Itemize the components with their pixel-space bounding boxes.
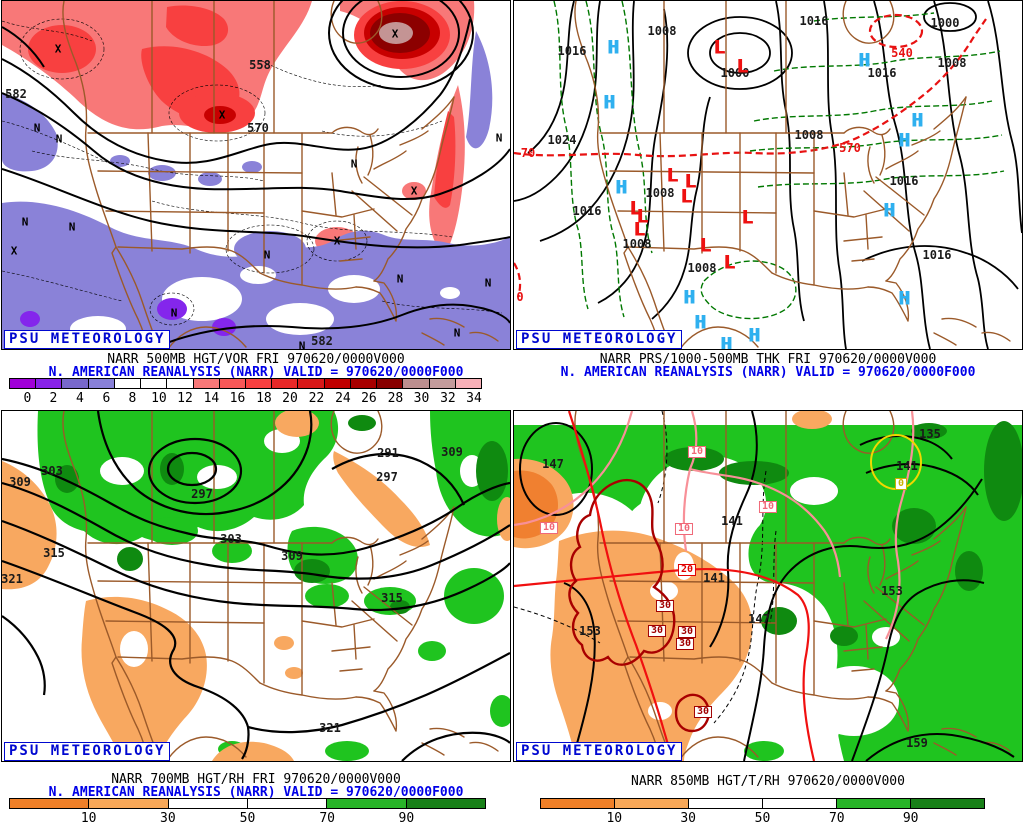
colorbar-tick: 10 <box>151 391 167 406</box>
colorbar-tick: 32 <box>440 391 456 406</box>
map-500mb: 582 558 570 582 X X X X X X N N N N N N N N N N N N PSU METEO… <box>1 0 511 350</box>
colorbar-segment <box>429 379 456 388</box>
colorbar-tick: 24 <box>335 391 351 406</box>
colorbar-segment <box>62 379 89 388</box>
panel-mslp-thickness: 1016 1008 1016 1000 1000 1024 1008 1016 1008 1008… <box>512 0 1024 409</box>
vorticity-shading <box>2 1 510 349</box>
map-mslp-canvas <box>514 1 1022 349</box>
colorbar-segment <box>89 799 169 808</box>
colorbar-tick: 28 <box>387 391 404 406</box>
colorbar-segment <box>219 379 246 388</box>
colorbar-segment <box>763 799 837 808</box>
colorbar-tick: 16 <box>229 391 246 406</box>
temperature-contours <box>514 411 922 761</box>
rh-colorbar: 10 30 50 70 90 <box>9 798 486 826</box>
colorbar-tick: 30 <box>413 391 430 406</box>
colorbar-tick: 26 <box>361 391 377 406</box>
colorbar-segment <box>298 379 325 388</box>
panel-850mb-hgt-t-rh: 147 141 141 147 135 141 153 153 159 10 10 10 10 20 30 3… <box>512 410 1024 826</box>
map-500mb-title: NARR 500MB HGT/VOR FRI 970620/0000V000 <box>107 352 405 367</box>
colorbar-segment <box>247 799 328 808</box>
colorbar-segment <box>377 379 404 388</box>
colorbar-segment <box>324 379 351 388</box>
map-700mb: 303 309 297 297 291 309 315 321 303 309 315 321 PSU… <box>1 410 511 762</box>
map-850mb-title: NARR 850MB HGT/T/RH 970620/0000V000 <box>631 774 905 789</box>
colorbar-segment <box>327 799 407 808</box>
colorbar <box>9 378 482 389</box>
psu-meteorology-badge: PSU METEOROLOGY <box>516 330 683 349</box>
height-contours <box>2 411 510 761</box>
height-contours <box>2 1 510 349</box>
colorbar-segment <box>406 799 485 808</box>
colorbar-ticks: 10 30 50 70 90 <box>540 811 985 826</box>
map-700mb-title: NARR 700MB HGT/RH FRI 970620/0000V000 <box>111 772 401 787</box>
colorbar <box>9 798 486 809</box>
thickness-contours-green <box>553 1 1005 320</box>
psu-meteorology-badge: PSU METEOROLOGY <box>516 742 683 761</box>
colorbar-segment <box>350 379 378 388</box>
mslp-isobars <box>514 1 1022 349</box>
colorbar <box>540 798 985 809</box>
panel-700mb-hgt-rh: 303 309 297 297 291 309 315 321 303 309 315 321 PSU… <box>0 410 512 826</box>
colorbar-segment <box>88 379 115 388</box>
colorbar-segment <box>272 379 299 388</box>
map-700mb-subtitle: N. AMERICAN REANALYSIS (NARR) VALID = 97… <box>48 785 464 800</box>
thickness-contours-red <box>514 13 987 298</box>
map-500mb-canvas <box>2 1 510 349</box>
rh-shading <box>2 411 510 761</box>
colorbar-segment <box>541 799 615 808</box>
colorbar-segment <box>168 799 248 808</box>
height-contours <box>519 411 1015 761</box>
colorbar-segment <box>837 799 911 808</box>
map-mslp-subtitle: N. AMERICAN REANALYSIS (NARR) VALID = 97… <box>560 365 976 380</box>
colorbar-segment <box>455 379 481 388</box>
colorbar-tick: 34 <box>466 391 482 406</box>
colorbar-tick: 12 <box>177 391 193 406</box>
colorbar-ticks: 10 30 50 70 90 <box>9 811 486 826</box>
colorbar-segment <box>141 379 168 388</box>
colorbar-tick: 18 <box>256 391 272 406</box>
panel-500mb-hgt-vor: 582 558 570 582 X X X X X X N N N N N N N N N N N N PSU METEO… <box>0 0 512 409</box>
colorbar-tick: 2 <box>49 391 58 406</box>
colorbar-ticks: 0 2 4 6 8 10 12 14 16 18 20 22 24 26 28 30 32 34 <box>9 391 482 406</box>
colorbar-segment <box>245 379 273 388</box>
colorbar-segment <box>10 799 90 808</box>
colorbar-tick: 22 <box>308 391 325 406</box>
map-mslp: 1016 1008 1016 1000 1000 1024 1008 1016 1008 1008… <box>513 0 1023 350</box>
colorbar-segment <box>167 379 194 388</box>
rh-colorbar: 10 30 50 70 90 <box>540 798 985 826</box>
colorbar-segment <box>36 379 63 388</box>
colorbar-segment <box>911 799 984 808</box>
colorbar-segment <box>403 379 430 388</box>
colorbar-segment <box>114 379 142 388</box>
colorbar-segment <box>193 379 220 388</box>
colorbar-tick: 14 <box>203 391 220 406</box>
map-mslp-title: NARR PRS/1000-500MB THK FRI 970620/0000V… <box>599 352 937 367</box>
colorbar-tick: 8 <box>128 391 137 406</box>
colorbar-segment <box>615 799 689 808</box>
colorbar-tick: 20 <box>282 391 298 406</box>
colorbar-tick: 6 <box>102 391 111 406</box>
psu-meteorology-badge: PSU METEOROLOGY <box>4 742 171 761</box>
colorbar-tick: 0 <box>23 391 32 406</box>
colorbar-segment <box>689 799 763 808</box>
map-850mb-canvas <box>514 411 1022 761</box>
map-850mb: 147 141 141 147 135 141 153 153 159 10 10 10 10 20 30 3… <box>513 410 1023 762</box>
vorticity-colorbar: 0 2 4 6 8 10 12 14 16 18 20 22 24 26 28 30 32 34 <box>9 378 482 406</box>
map-700mb-canvas <box>2 411 510 761</box>
map-500mb-subtitle: N. AMERICAN REANALYSIS (NARR) VALID = 97… <box>48 365 464 380</box>
colorbar-tick: 4 <box>76 391 84 406</box>
psu-meteorology-badge: PSU METEOROLOGY <box>4 330 171 349</box>
vorticity-contours-dashed <box>2 18 503 326</box>
colorbar-segment <box>10 379 37 388</box>
